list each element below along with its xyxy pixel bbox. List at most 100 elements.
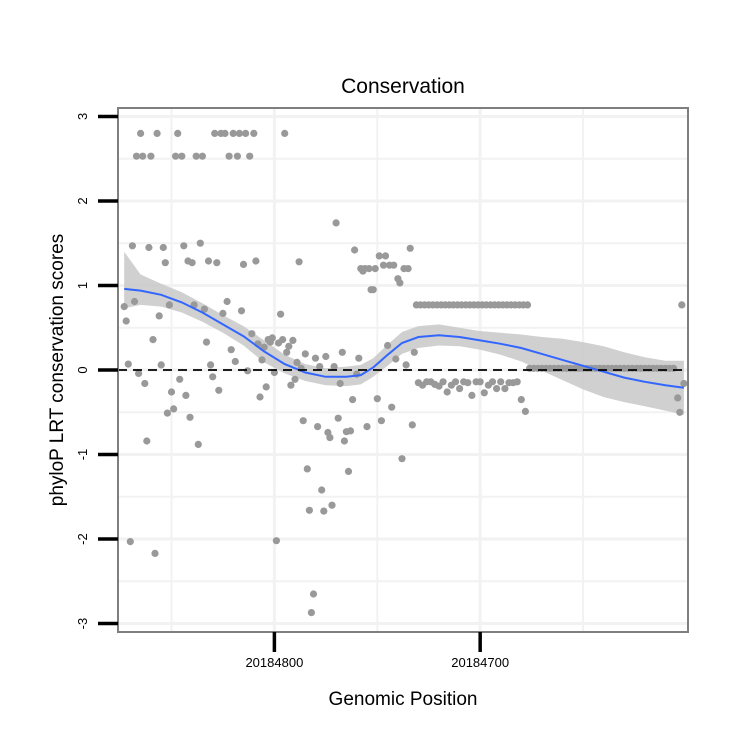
data-point bbox=[398, 455, 406, 463]
data-point bbox=[369, 286, 377, 294]
data-point bbox=[326, 434, 334, 442]
data-point bbox=[406, 244, 414, 252]
data-point bbox=[311, 354, 320, 362]
data-point bbox=[139, 152, 147, 160]
data-point bbox=[320, 507, 328, 515]
data-point bbox=[680, 379, 688, 388]
data-point bbox=[250, 129, 258, 137]
data-point bbox=[176, 375, 184, 383]
data-point bbox=[223, 297, 231, 306]
data-point bbox=[221, 129, 229, 137]
data-point bbox=[377, 417, 385, 425]
data-point bbox=[676, 408, 684, 416]
y-tick-label: -2 bbox=[75, 533, 90, 545]
data-point bbox=[375, 252, 383, 260]
data-point bbox=[402, 361, 410, 369]
data-point bbox=[523, 301, 532, 309]
data-point bbox=[227, 346, 235, 354]
data-point bbox=[439, 378, 447, 386]
data-point bbox=[513, 378, 521, 386]
data-point bbox=[229, 129, 237, 137]
data-point bbox=[126, 538, 134, 546]
data-point bbox=[468, 391, 476, 399]
data-point bbox=[521, 407, 530, 415]
data-point bbox=[303, 465, 311, 473]
data-point bbox=[307, 609, 315, 617]
chart-title: Conservation bbox=[341, 75, 465, 98]
data-point bbox=[147, 152, 155, 160]
data-point bbox=[349, 396, 357, 404]
data-point bbox=[237, 307, 246, 315]
data-point bbox=[143, 437, 151, 445]
data-point bbox=[196, 239, 204, 247]
data-point bbox=[316, 363, 324, 371]
y-tick-label: -1 bbox=[75, 449, 90, 461]
data-point bbox=[211, 129, 219, 137]
data-point bbox=[299, 417, 307, 425]
data-point bbox=[373, 395, 381, 403]
data-point bbox=[149, 336, 157, 344]
data-point bbox=[314, 423, 322, 431]
data-point bbox=[517, 396, 525, 404]
data-point bbox=[293, 358, 301, 366]
data-point bbox=[332, 219, 340, 227]
data-point bbox=[287, 381, 295, 389]
data-point bbox=[157, 361, 165, 369]
data-point bbox=[381, 252, 390, 260]
data-point bbox=[258, 356, 266, 364]
data-point bbox=[167, 388, 176, 396]
data-point bbox=[305, 506, 313, 514]
data-point bbox=[198, 152, 206, 160]
data-point bbox=[281, 129, 289, 137]
data-point bbox=[194, 440, 202, 448]
data-point bbox=[501, 385, 509, 393]
data-point bbox=[330, 363, 338, 371]
data-point bbox=[256, 393, 264, 401]
data-point bbox=[396, 279, 404, 287]
data-point bbox=[476, 378, 484, 386]
data-point bbox=[340, 437, 348, 445]
data-point bbox=[130, 297, 139, 306]
data-point bbox=[207, 361, 215, 369]
data-point bbox=[289, 336, 297, 344]
data-point bbox=[451, 378, 460, 386]
data-point bbox=[464, 379, 472, 387]
y-axis-label: phyloP LRT conservation scores bbox=[47, 234, 68, 507]
x-tick-label: 20184800 bbox=[245, 655, 303, 670]
y-tick-label: -3 bbox=[75, 618, 90, 630]
data-point bbox=[209, 373, 217, 381]
data-point bbox=[678, 301, 686, 309]
data-point bbox=[172, 152, 180, 160]
data-point bbox=[384, 341, 392, 350]
data-point bbox=[272, 537, 280, 545]
data-point bbox=[120, 303, 128, 311]
data-point bbox=[443, 388, 451, 396]
confidence-band-layer bbox=[124, 251, 684, 415]
data-point bbox=[363, 423, 371, 431]
points-layer bbox=[120, 129, 688, 617]
confidence-band bbox=[124, 251, 684, 415]
data-point bbox=[410, 348, 418, 356]
data-point bbox=[277, 310, 285, 318]
data-point bbox=[153, 129, 161, 137]
smooth-line-layer bbox=[124, 287, 685, 389]
data-point bbox=[165, 301, 173, 309]
data-point bbox=[231, 357, 239, 366]
data-point bbox=[674, 394, 682, 402]
data-point bbox=[242, 129, 250, 137]
data-point bbox=[137, 129, 145, 137]
data-point bbox=[355, 354, 363, 362]
data-point bbox=[155, 312, 163, 320]
data-point bbox=[268, 334, 276, 342]
data-point bbox=[388, 403, 396, 411]
data-point bbox=[285, 342, 293, 350]
data-point bbox=[351, 246, 359, 254]
data-point bbox=[128, 242, 136, 250]
data-point bbox=[291, 375, 299, 383]
data-point bbox=[135, 369, 143, 377]
data-point bbox=[344, 467, 353, 475]
data-point bbox=[192, 152, 200, 160]
data-point bbox=[404, 265, 412, 273]
data-point bbox=[408, 421, 416, 429]
